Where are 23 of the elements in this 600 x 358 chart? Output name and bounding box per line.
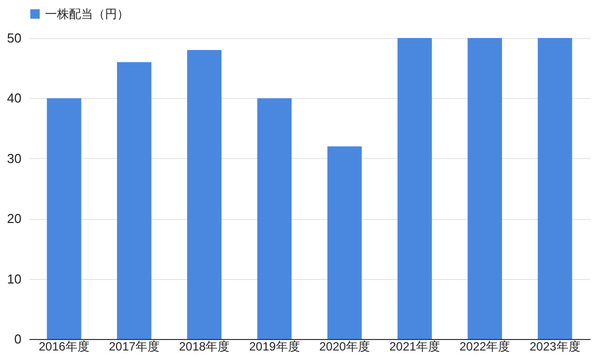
bar [468, 38, 502, 339]
x-tick-label: 2018年度 [178, 340, 230, 354]
x-tick-label: 2020年度 [319, 340, 370, 354]
bar [187, 50, 222, 339]
y-tick-label: 10 [7, 271, 22, 286]
x-tick-label: 2023年度 [530, 340, 580, 354]
x-tick-label: 2016年度 [38, 340, 90, 354]
bar [46, 98, 82, 339]
y-tick-label: 50 [7, 30, 22, 46]
x-tick-label: 2022年度 [459, 340, 510, 354]
legend-label: 一株配当（円） [45, 7, 129, 21]
bar [327, 146, 362, 339]
y-tick-label: 30 [7, 150, 22, 166]
bar [398, 38, 432, 339]
y-tick-label: 20 [7, 211, 22, 226]
bar [538, 38, 572, 339]
y-tick-label: 40 [7, 90, 22, 106]
x-tick-label: 2021年度 [389, 340, 440, 354]
x-tick-label: 2017年度 [108, 340, 160, 354]
bar [117, 62, 152, 339]
bar [257, 98, 292, 339]
x-tick-label: 2019年度 [249, 340, 300, 354]
y-tick-label: 0 [14, 332, 22, 346]
